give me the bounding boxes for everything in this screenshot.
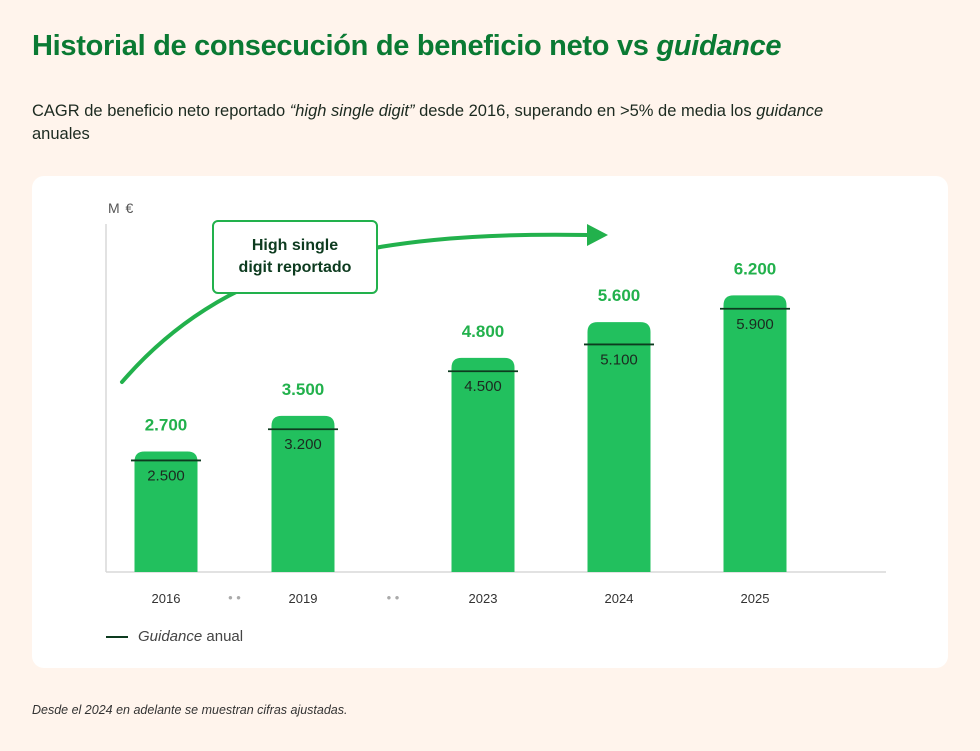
callout-line-1: High single <box>251 237 339 254</box>
legend-guidance-label: Guidance anual <box>138 628 243 645</box>
guidance-label-2016: 2.500 <box>147 467 185 484</box>
subtitle-text-1: CAGR de beneficio neto reportado <box>32 102 290 120</box>
x-tick-2019: 2019 <box>289 591 318 606</box>
x-tick-2025: 2025 <box>741 591 770 606</box>
chart-card: 2.700 2.500 2016 3.500 3.200 2019 4.800 4.500 20… <box>32 176 948 668</box>
subtitle-text-3: anuales <box>32 125 90 143</box>
value-label-2016: 2.700 <box>145 416 188 435</box>
x-tick-2024: 2024 <box>605 591 634 606</box>
value-label-2019: 3.500 <box>282 380 325 399</box>
bar-2023 <box>451 357 515 572</box>
guidance-label-2019: 3.200 <box>284 436 322 453</box>
subtitle-text-2: desde 2016, superando en >5% de media lo… <box>414 102 757 120</box>
legend-guidance-swatch <box>106 635 128 638</box>
bars-layer: 2.700 2.500 2016 3.500 3.200 2019 4.800 4.500 20… <box>131 259 790 606</box>
page-subtitle: CAGR de beneficio neto reportado “high s… <box>32 100 852 146</box>
page-title: Historial de consecución de beneficio ne… <box>32 30 782 63</box>
value-label-2024: 5.600 <box>598 286 641 305</box>
bar-2019 <box>271 415 335 572</box>
title-text: Historial de consecución de beneficio ne… <box>32 30 657 62</box>
guidance-label-2024: 5.100 <box>600 351 638 368</box>
callout-line-2: digit reportado <box>238 259 352 276</box>
x-tick-2023: 2023 <box>469 591 498 606</box>
guidance-label-2025: 5.900 <box>736 316 774 333</box>
x-tick-2016: 2016 <box>152 591 181 606</box>
growth-callout-box: High single digit reportado <box>212 220 378 294</box>
bar-2016 <box>134 451 198 572</box>
gap-marker-after-2019: • • <box>387 590 400 605</box>
footnote: Desde el 2024 en adelante se muestran ci… <box>32 703 348 717</box>
value-label-2023: 4.800 <box>462 322 505 341</box>
title-italic-text: guidance <box>656 30 782 62</box>
bar-2024 <box>587 322 651 572</box>
legend-text: anual <box>202 628 244 645</box>
subtitle-italic-2: guidance <box>756 102 824 120</box>
bar-2025 <box>723 295 787 572</box>
guidance-label-2023: 4.500 <box>464 378 502 395</box>
legend-italic-text: Guidance <box>138 628 203 645</box>
subtitle-italic-1: “high single digit” <box>289 102 415 120</box>
y-axis-unit-label: M € <box>108 200 135 216</box>
gap-marker-after-2016: • • <box>228 590 241 605</box>
bar-chart: 2.700 2.500 2016 3.500 3.200 2019 4.800 4.500 20… <box>105 224 886 606</box>
chart-legend: Guidance anual <box>106 628 243 645</box>
value-label-2025: 6.200 <box>734 259 777 278</box>
growth-arrow-head <box>587 224 608 246</box>
